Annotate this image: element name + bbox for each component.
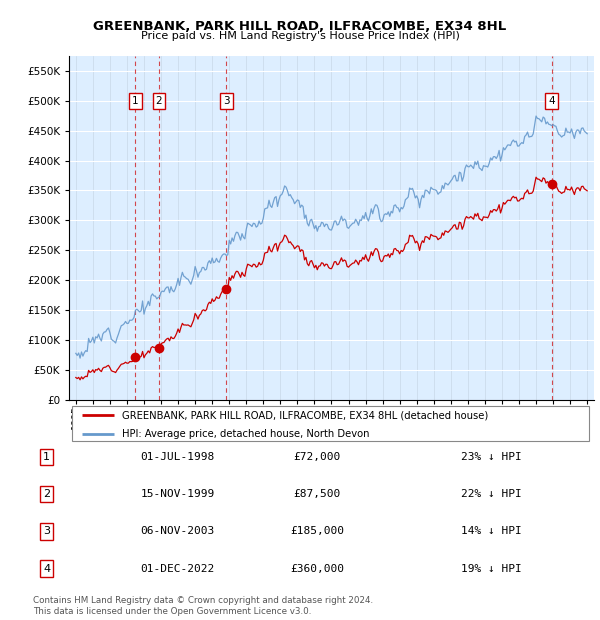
Text: 1: 1 <box>132 95 139 105</box>
Text: 14% ↓ HPI: 14% ↓ HPI <box>461 526 521 536</box>
Text: 15-NOV-1999: 15-NOV-1999 <box>140 489 215 499</box>
Text: 2: 2 <box>155 95 162 105</box>
Text: 1: 1 <box>43 452 50 462</box>
Text: 4: 4 <box>43 564 50 574</box>
Text: £72,000: £72,000 <box>293 452 341 462</box>
Text: 19% ↓ HPI: 19% ↓ HPI <box>461 564 521 574</box>
Text: 3: 3 <box>43 526 50 536</box>
Text: 3: 3 <box>223 95 230 105</box>
Text: 01-DEC-2022: 01-DEC-2022 <box>140 564 215 574</box>
Text: £87,500: £87,500 <box>293 489 341 499</box>
Text: HPI: Average price, detached house, North Devon: HPI: Average price, detached house, Nort… <box>121 428 369 438</box>
Text: 06-NOV-2003: 06-NOV-2003 <box>140 526 215 536</box>
FancyBboxPatch shape <box>71 406 589 441</box>
Text: 4: 4 <box>548 95 555 105</box>
Text: 2: 2 <box>43 489 50 499</box>
Text: 23% ↓ HPI: 23% ↓ HPI <box>461 452 521 462</box>
Text: GREENBANK, PARK HILL ROAD, ILFRACOMBE, EX34 8HL: GREENBANK, PARK HILL ROAD, ILFRACOMBE, E… <box>94 20 506 33</box>
Text: 22% ↓ HPI: 22% ↓ HPI <box>461 489 521 499</box>
Text: GREENBANK, PARK HILL ROAD, ILFRACOMBE, EX34 8HL (detached house): GREENBANK, PARK HILL ROAD, ILFRACOMBE, E… <box>121 410 488 420</box>
Text: Price paid vs. HM Land Registry's House Price Index (HPI): Price paid vs. HM Land Registry's House … <box>140 31 460 41</box>
Text: £360,000: £360,000 <box>290 564 344 574</box>
Text: 01-JUL-1998: 01-JUL-1998 <box>140 452 215 462</box>
Text: £185,000: £185,000 <box>290 526 344 536</box>
Text: Contains HM Land Registry data © Crown copyright and database right 2024.
This d: Contains HM Land Registry data © Crown c… <box>33 596 373 616</box>
